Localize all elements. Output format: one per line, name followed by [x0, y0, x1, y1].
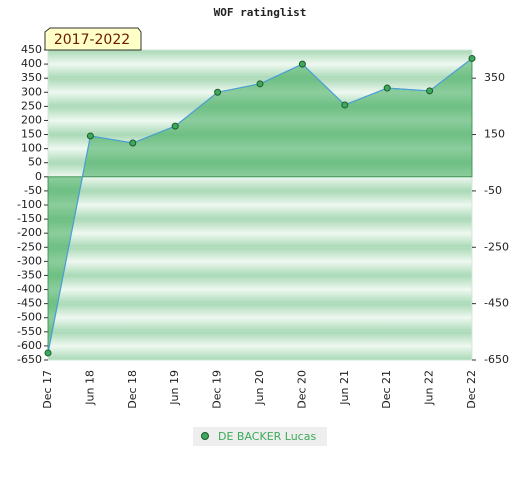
background-band	[48, 303, 472, 332]
y-tick-label: -250	[17, 240, 42, 253]
point	[298, 60, 306, 68]
point	[341, 101, 349, 109]
x-tick-label: Dec 22	[465, 370, 478, 409]
background-band	[48, 247, 472, 276]
point	[171, 122, 179, 130]
y2-tick-label: -250	[484, 240, 509, 253]
x-tick-label: Dec 21	[380, 370, 393, 409]
y2-tick-label: 350	[484, 71, 505, 84]
background-band	[48, 50, 472, 79]
point	[468, 54, 476, 62]
x-tick-label: Jun 21	[338, 370, 351, 406]
point	[256, 80, 264, 88]
y-tick-label: -300	[17, 254, 42, 267]
chart-title: WOF ratinglist	[214, 6, 307, 19]
point	[383, 84, 391, 92]
y-tick-label: 100	[21, 142, 42, 155]
background-band	[48, 219, 472, 248]
y-tick-label: 400	[21, 57, 42, 70]
y-tick-label: -650	[17, 353, 42, 366]
y-tick-label: -100	[17, 198, 42, 211]
x-tick-label: Dec 19	[211, 370, 224, 409]
y-tick-label: -600	[17, 339, 42, 352]
badge-text: 2017-2022	[54, 32, 130, 48]
y-tick-label: -400	[17, 283, 42, 296]
y-tick-label: -50	[24, 184, 42, 197]
point	[129, 139, 137, 147]
y-tick-label: 200	[21, 113, 42, 126]
y-tick-label: -550	[17, 325, 42, 338]
x-tick-label: Dec 17	[41, 370, 54, 409]
x-tick-label: Jun 20	[253, 370, 266, 406]
y2-tick-label: -650	[484, 353, 509, 366]
point	[44, 349, 52, 357]
y-tick-label: -350	[17, 268, 42, 281]
y2-tick-label: 150	[484, 128, 505, 141]
background-band	[48, 190, 472, 220]
point	[86, 132, 94, 140]
x-tick-label: Jun 18	[83, 370, 96, 406]
background-band	[48, 275, 472, 304]
legend-label: DE BACKER Lucas	[218, 430, 316, 443]
legend: DE BACKER Lucas	[193, 427, 327, 446]
y-tick-label: -450	[17, 297, 42, 310]
y-tick-label: 350	[21, 71, 42, 84]
point	[426, 87, 434, 95]
y-tick-label: 450	[21, 43, 42, 56]
y2-tick-label: -50	[484, 184, 502, 197]
annotation-badge: 2017-2022	[44, 27, 142, 51]
x-tick-label: Jun 19	[168, 370, 181, 406]
legend-box	[193, 427, 327, 446]
y-tick-label: -500	[17, 311, 42, 324]
y2-tick-label: -450	[484, 297, 509, 310]
y-tick-label: 300	[21, 85, 42, 98]
y-tick-label: 0	[35, 170, 42, 183]
y-tick-label: -200	[17, 226, 42, 239]
background-band	[48, 331, 472, 360]
x-tick-label: Dec 18	[126, 370, 139, 409]
y-tick-label: -150	[17, 212, 42, 225]
y-tick-label: 250	[21, 99, 42, 112]
legend-marker	[201, 432, 209, 440]
x-tick-label: Dec 20	[295, 370, 308, 409]
x-tick-label: Jun 22	[423, 370, 436, 406]
y-tick-label: 150	[21, 128, 42, 141]
point	[214, 88, 222, 96]
y-tick-label: 50	[28, 156, 42, 169]
